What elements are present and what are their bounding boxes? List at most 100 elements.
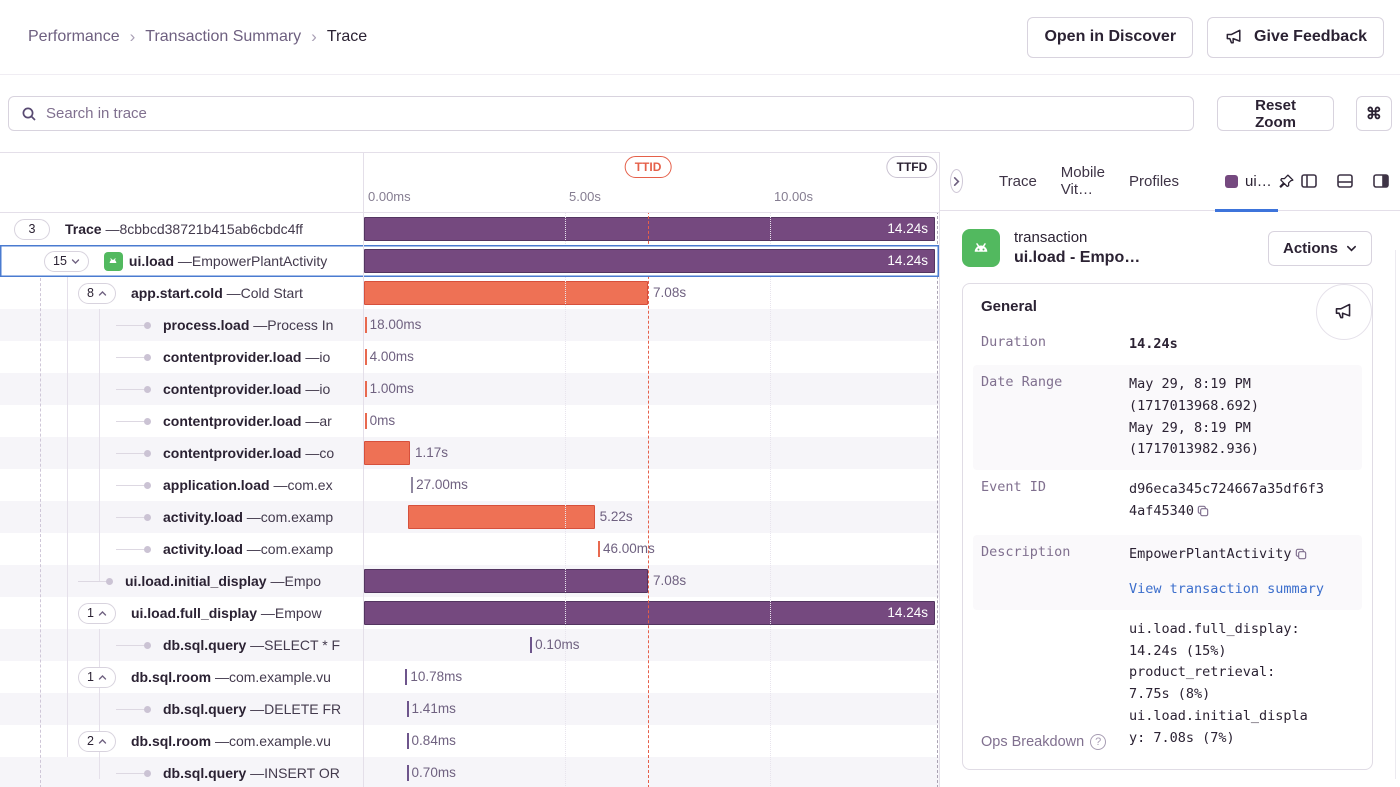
transaction-title: ui.load - Empo… bbox=[1014, 249, 1141, 266]
span-bar-tick[interactable] bbox=[598, 541, 601, 557]
span-count-badge[interactable]: 1 bbox=[78, 602, 116, 624]
tab-active-span[interactable]: ui… bbox=[1215, 152, 1278, 212]
span-duration-label: 1.00ms bbox=[369, 381, 414, 396]
separator: — bbox=[249, 317, 268, 333]
span-duration-label: 1.41ms bbox=[411, 701, 456, 716]
copy-icon[interactable] bbox=[1294, 547, 1308, 569]
trace-row-db.sql.query[interactable]: db.sql.query — DELETE FR 1.41ms bbox=[0, 693, 939, 725]
span-bar[interactable]: 14.24s bbox=[364, 217, 935, 241]
kv-key: Event ID bbox=[981, 479, 1047, 496]
trace-row-ui.load.full_display[interactable]: 1 ui.load.full_display — Empow 14.24s bbox=[0, 597, 939, 629]
give-feedback-button[interactable]: Give Feedback bbox=[1207, 16, 1384, 58]
trace-row-ui.load[interactable]: 15 ui.load — EmpowerPlantActivity 14.24s bbox=[0, 245, 939, 277]
tab-profiles[interactable]: Profiles bbox=[1128, 172, 1180, 190]
trace-row-activity.load[interactable]: activity.load — com.examp 46.00ms bbox=[0, 533, 939, 565]
span-count-badge[interactable]: 2 bbox=[78, 730, 116, 752]
trace-row-contentprovider.load[interactable]: contentprovider.load — io 1.00ms bbox=[0, 373, 939, 405]
span-bar[interactable]: 14.24s bbox=[364, 601, 935, 625]
tab-active-label: ui… bbox=[1245, 172, 1272, 190]
span-bar-tick[interactable] bbox=[406, 765, 409, 781]
trace-row-contentprovider.load[interactable]: contentprovider.load — ar 0ms bbox=[0, 405, 939, 437]
span-bar[interactable]: 14.24s bbox=[364, 249, 935, 273]
span-tree-cell: 3 Trace — 8cbbcd38721b415ab6cbdc4ff bbox=[0, 213, 364, 245]
span-bar-cell: 5.22s bbox=[364, 501, 939, 533]
copy-icon[interactable] bbox=[1196, 504, 1210, 526]
axis-tick-label: 10.00s bbox=[773, 189, 813, 204]
pin-tab-button[interactable] bbox=[1278, 167, 1295, 195]
span-bar-tick[interactable] bbox=[364, 349, 367, 365]
view-transaction-summary-link[interactable]: View transaction summary bbox=[1129, 580, 1325, 597]
trace-row-contentprovider.load[interactable]: contentprovider.load — io 4.00ms bbox=[0, 341, 939, 373]
separator: — bbox=[256, 605, 275, 621]
actions-button[interactable]: Actions bbox=[1267, 231, 1372, 266]
span-bar[interactable] bbox=[407, 505, 595, 529]
shortcuts-button[interactable]: ⌘ bbox=[1355, 96, 1392, 131]
ttid-marker[interactable]: TTID bbox=[624, 156, 672, 178]
span-bar-tick[interactable] bbox=[406, 733, 409, 749]
span-tree-cell: db.sql.query — SELECT * F bbox=[0, 629, 364, 661]
span-bar[interactable] bbox=[364, 281, 649, 305]
tab-mobilevit[interactable]: Mobile Vit… bbox=[1060, 164, 1105, 198]
span-bar[interactable] bbox=[364, 441, 410, 465]
separator: — bbox=[301, 445, 320, 461]
layout-bottom-icon[interactable] bbox=[1331, 167, 1359, 195]
span-rows: 3 Trace — 8cbbcd38721b415ab6cbdc4ff 14.24s… bbox=[0, 213, 939, 787]
span-tree-cell: contentprovider.load — io bbox=[0, 373, 364, 405]
span-description: Cold Start bbox=[240, 285, 303, 301]
span-duration-label: 1.17s bbox=[415, 445, 449, 460]
trace-waterfall: TTID TTFD 0.00ms 5.00s 10.00s 3 Trace — 8cb… bbox=[0, 152, 940, 787]
span-count-badge[interactable]: 1 bbox=[78, 666, 116, 688]
breadcrumb-item-transaction-summary[interactable]: Transaction Summary bbox=[145, 28, 302, 45]
layout-right-icon[interactable] bbox=[1367, 167, 1395, 195]
collapse-drawer-button[interactable] bbox=[950, 169, 963, 193]
span-bar-tick[interactable] bbox=[364, 381, 367, 397]
span-count-badge[interactable]: 8 bbox=[78, 282, 116, 304]
tree-guide-line bbox=[67, 277, 68, 757]
tab-trace[interactable]: Trace bbox=[999, 172, 1037, 190]
help-icon[interactable]: ? bbox=[1090, 733, 1107, 750]
span-bar-tick[interactable] bbox=[364, 317, 367, 333]
breadcrumb-item-performance[interactable]: Performance bbox=[28, 28, 120, 45]
open-in-discover-button[interactable]: Open in Discover bbox=[1027, 16, 1194, 58]
span-bar-tick[interactable] bbox=[411, 477, 414, 493]
span-bar-cell: 7.08s bbox=[364, 565, 939, 597]
span-description: Empow bbox=[274, 605, 322, 621]
span-tree-cell: 15 ui.load — EmpowerPlantActivity bbox=[0, 245, 364, 277]
span-bar-tick[interactable] bbox=[405, 669, 408, 685]
trace-row-db.sql.room[interactable]: 1 db.sql.room — com.example.vu 10.78ms bbox=[0, 661, 939, 693]
drawer-scroll-edge bbox=[1395, 250, 1396, 779]
search-input[interactable] bbox=[46, 105, 1182, 122]
span-duration-label: 7.08s bbox=[653, 573, 687, 588]
span-duration-label: 0.10ms bbox=[535, 637, 580, 652]
trace-row-db.sql.room[interactable]: 2 db.sql.room — com.example.vu 0.84ms bbox=[0, 725, 939, 757]
trace-row-app.start.cold[interactable]: 8 app.start.cold — Cold Start 7.08s bbox=[0, 277, 939, 309]
trace-row-ui.load.initial_display[interactable]: ui.load.initial_display — Empo 7.08s bbox=[0, 565, 939, 597]
span-bar-tick[interactable] bbox=[530, 637, 533, 653]
span-duration-label: 18.00ms bbox=[369, 317, 422, 332]
span-bar-tick[interactable] bbox=[406, 701, 409, 717]
reset-zoom-button[interactable]: Reset Zoom bbox=[1217, 96, 1334, 131]
trace-row-db.sql.query[interactable]: db.sql.query — SELECT * F 0.10ms bbox=[0, 629, 939, 661]
ttfd-marker[interactable]: TTFD bbox=[886, 156, 938, 178]
span-count-badge[interactable]: 15 bbox=[44, 250, 89, 272]
trace-row-db.sql.query[interactable]: db.sql.query — INSERT OR 0.70ms bbox=[0, 757, 939, 787]
feedback-float-button[interactable] bbox=[1316, 284, 1372, 340]
span-description: com.example.vu bbox=[228, 669, 331, 685]
span-bar-cell: 0.84ms bbox=[364, 725, 939, 757]
trace-row-Trace[interactable]: 3 Trace — 8cbbcd38721b415ab6cbdc4ff 14.24s bbox=[0, 213, 939, 245]
span-bar[interactable] bbox=[364, 569, 649, 593]
breadcrumb-separator-icon: › bbox=[129, 27, 136, 46]
layout-left-icon[interactable] bbox=[1295, 167, 1323, 195]
search-box[interactable] bbox=[8, 96, 1195, 131]
span-bar-tick[interactable] bbox=[364, 413, 367, 429]
trace-row-contentprovider.load[interactable]: contentprovider.load — co 1.17s bbox=[0, 437, 939, 469]
span-bar-cell: 14.24s bbox=[364, 245, 939, 277]
span-op: db.sql.room bbox=[130, 733, 212, 749]
trace-row-process.load[interactable]: process.load — Process In 18.00ms bbox=[0, 309, 939, 341]
trace-row-activity.load[interactable]: activity.load — com.examp 5.22s bbox=[0, 501, 939, 533]
axis-tick-label: 5.00s bbox=[569, 189, 601, 204]
tree-connector bbox=[116, 405, 156, 437]
separator: — bbox=[211, 669, 229, 685]
span-count-badge[interactable]: 3 bbox=[14, 218, 50, 240]
trace-row-application.load[interactable]: application.load — com.ex 27.00ms bbox=[0, 469, 939, 501]
